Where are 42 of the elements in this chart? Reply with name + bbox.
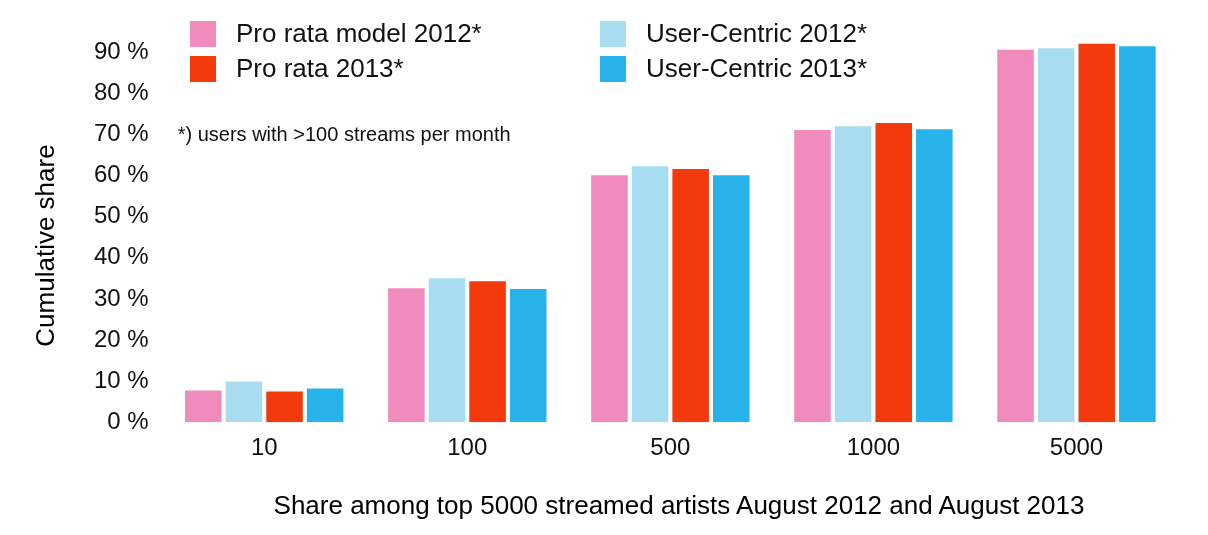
x-tick-label: 10: [250, 433, 278, 461]
bar: [672, 169, 709, 423]
y-tick-label: 40 %: [94, 242, 149, 270]
y-tick-label: 30 %: [94, 283, 149, 311]
legend-label: User-Centric 2012*: [646, 18, 868, 49]
bar: [834, 126, 872, 423]
bar: [631, 166, 669, 423]
bar: [712, 175, 750, 423]
bar: [997, 49, 1034, 423]
bar: [1078, 43, 1116, 423]
y-tick-label: 70 %: [94, 119, 149, 147]
bar: [225, 381, 263, 423]
y-tick-label: 20 %: [94, 324, 149, 352]
x-tick-label: 100: [447, 433, 488, 461]
bar: [469, 281, 506, 423]
legend-label: Pro rata 2013*: [236, 53, 404, 84]
y-tick-label: 50 %: [94, 201, 149, 229]
bar: [1037, 48, 1075, 423]
x-tick-label: 5000: [1049, 433, 1104, 461]
y-tick-label: 90 %: [94, 36, 149, 64]
x-tick-label: 1000: [846, 433, 901, 461]
bar: [428, 278, 466, 423]
bar: [1119, 46, 1156, 423]
bar: [306, 388, 344, 423]
x-tick-label: 500: [650, 433, 691, 461]
legend-label: Pro rata model 2012*: [236, 18, 482, 49]
x-axis-title: Share among top 5000 streamed artists August 2012 and August 2013: [272, 490, 1086, 521]
bar: [185, 390, 222, 423]
bar: [875, 123, 912, 423]
y-tick-label: 0 %: [107, 406, 149, 434]
y-tick-label: 10 %: [94, 365, 149, 393]
bar: [916, 129, 953, 423]
y-axis-title: Cumulative share: [29, 143, 61, 347]
bar: [388, 288, 425, 423]
y-tick-label: 80 %: [94, 78, 149, 106]
annotation: *) users with >100 streams per month: [177, 122, 511, 145]
bar: [509, 289, 547, 423]
y-tick-label: 60 %: [94, 160, 149, 188]
legend-label: User-Centric 2013*: [646, 53, 868, 84]
bar: [591, 175, 628, 423]
bar: [266, 391, 303, 423]
bar: [794, 130, 831, 423]
